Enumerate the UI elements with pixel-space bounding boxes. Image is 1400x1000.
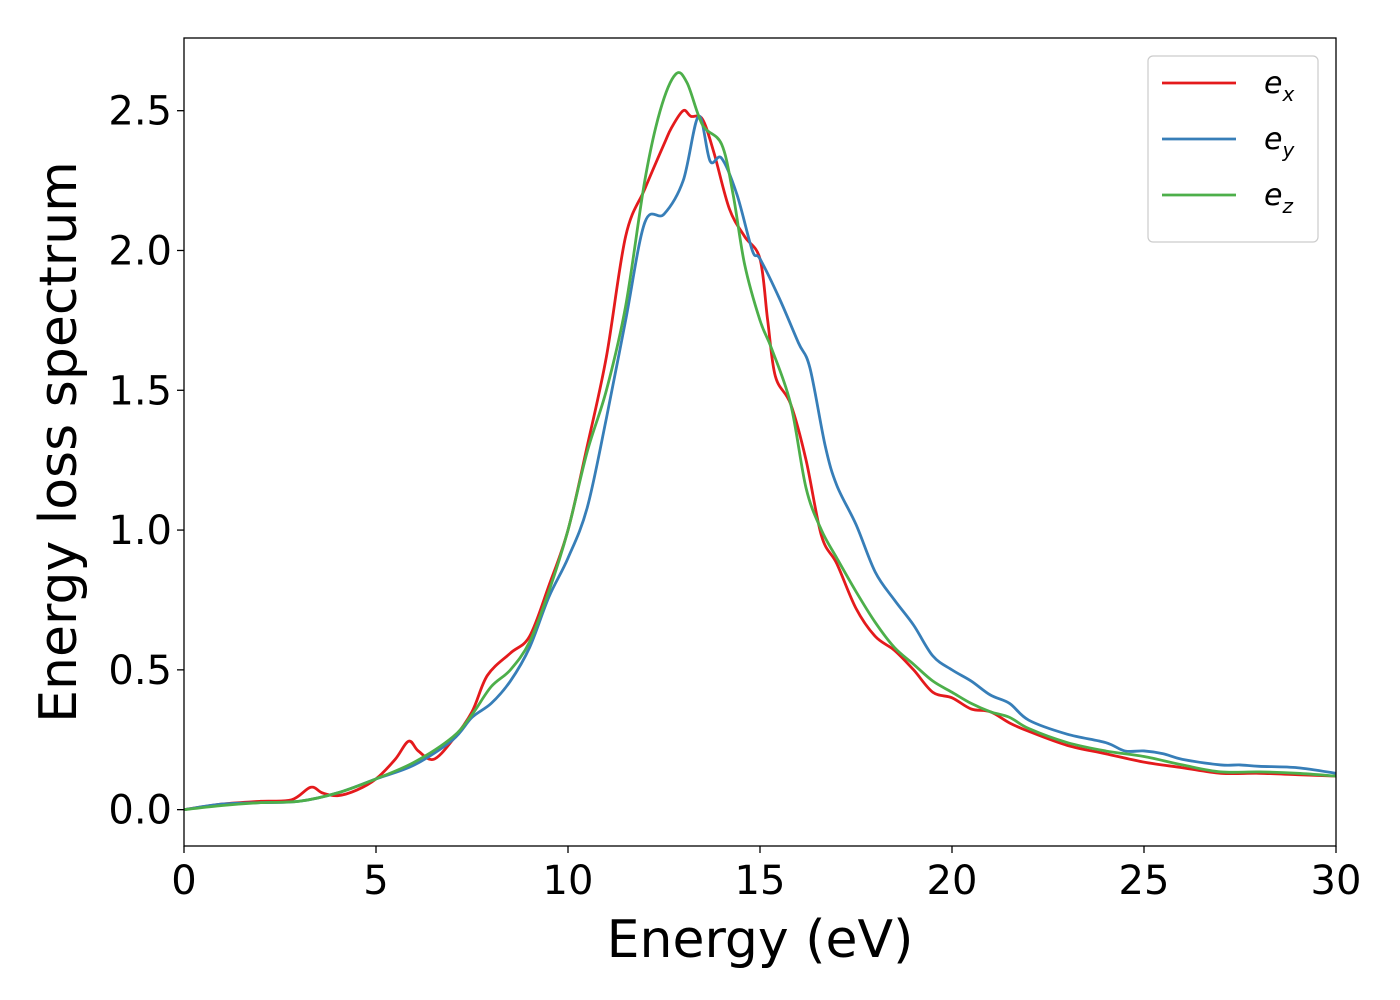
legend-entry-subscript: z bbox=[1281, 194, 1293, 218]
series-line-ez bbox=[183, 71, 1337, 812]
legend-entry-base: e bbox=[1264, 66, 1282, 101]
x-tick-label: 5 bbox=[363, 858, 388, 904]
x-axis-label: Energy (eV) bbox=[607, 910, 914, 970]
x-tick-label: 25 bbox=[1119, 858, 1170, 904]
legend-entry-label: ez bbox=[1264, 178, 1293, 218]
y-tick-label: 2.5 bbox=[108, 89, 172, 135]
ticks-layer: 0 5 10 15 20 25 30 0.0 0.5 1.0 1.5 2.0 2.5 bbox=[108, 89, 1361, 904]
legend-entry-base: e bbox=[1264, 122, 1282, 157]
x-tick-label: 20 bbox=[927, 858, 978, 904]
x-tick-label: 30 bbox=[1311, 858, 1362, 904]
legend-entry-label: ey bbox=[1264, 122, 1295, 162]
x-tick-label: 0 bbox=[171, 858, 196, 904]
y-axis-label: Energy loss spectrum bbox=[29, 161, 89, 723]
legend-entry-subscript: y bbox=[1281, 138, 1295, 162]
y-tick-label: 0.5 bbox=[108, 648, 172, 694]
x-tick-label: 15 bbox=[735, 858, 786, 904]
x-tick-label: 10 bbox=[543, 858, 594, 904]
y-tick-label: 1.5 bbox=[108, 368, 172, 414]
series-layer bbox=[183, 71, 1337, 812]
legend-entry-subscript: x bbox=[1281, 82, 1294, 106]
y-tick-label: 2.0 bbox=[108, 228, 172, 274]
y-tick-label: 0.0 bbox=[108, 788, 172, 834]
legend-entry-label: ex bbox=[1264, 66, 1294, 106]
legend-entry-base: e bbox=[1264, 178, 1282, 213]
series-line-ey bbox=[183, 114, 1337, 812]
y-tick-label: 1.0 bbox=[108, 508, 172, 554]
